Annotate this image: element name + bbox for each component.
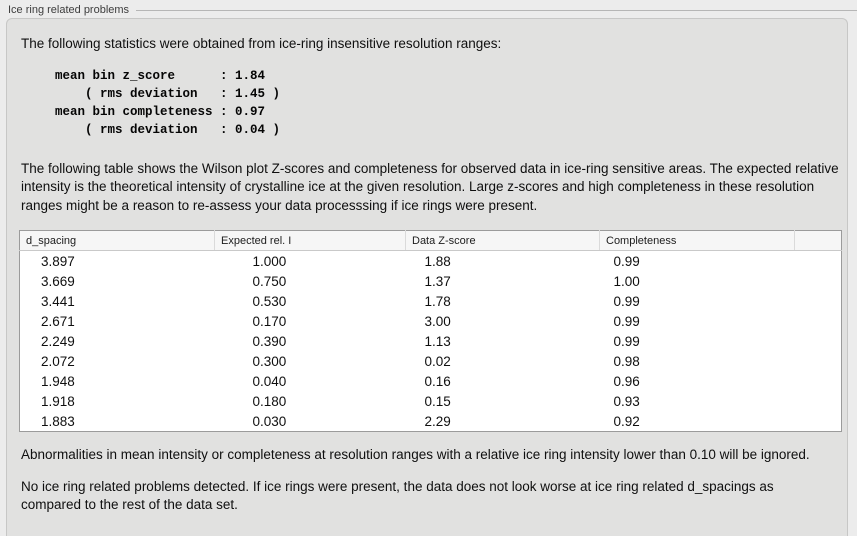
table-row[interactable]: 2.249 0.390 1.13 0.99 (20, 331, 842, 351)
table-cell[interactable]: 0.99 (613, 313, 640, 329)
table-row[interactable]: 2.072 0.300 0.02 0.98 (20, 351, 842, 371)
table-cell[interactable]: 0.300 (252, 353, 287, 369)
column-header-expected-rel-i[interactable]: Expected rel. I (214, 230, 406, 251)
table-cell[interactable]: 3.441 (41, 293, 75, 309)
table-cell[interactable]: 0.98 (613, 353, 640, 369)
table-cell[interactable]: 1.13 (424, 333, 451, 349)
table-cell[interactable]: 0.16 (424, 373, 451, 389)
table-cell[interactable]: 1.000 (252, 253, 287, 269)
table-cell[interactable]: 2.249 (41, 333, 75, 349)
groupbox-title: Ice ring related problems (8, 4, 130, 16)
table-cell-empty[interactable] (795, 311, 842, 331)
ignore-note-paragraph: Abnormalities in mean intensity or compl… (21, 447, 810, 462)
table-cell[interactable]: 1.88 (424, 253, 451, 269)
conclusion-paragraph: No ice ring related problems detected. I… (21, 478, 774, 513)
table-cell[interactable]: 0.170 (252, 313, 287, 329)
table-cell[interactable]: 0.390 (252, 333, 287, 349)
table-cell[interactable]: 0.040 (252, 373, 287, 389)
table-cell[interactable]: 2.29 (424, 413, 451, 429)
table-cell[interactable]: 0.99 (613, 293, 640, 309)
table-cell[interactable]: 3.669 (41, 273, 75, 289)
table-row[interactable]: 1.918 0.180 0.15 0.93 (20, 391, 842, 411)
table-row[interactable]: 1.883 0.030 2.29 0.92 (20, 411, 842, 432)
table-cell[interactable]: 0.030 (252, 413, 287, 429)
table-cell-empty[interactable] (795, 351, 842, 371)
stats-block: mean bin z_score : 1.84 ( rms deviation … (55, 68, 281, 137)
table-cell[interactable]: 0.15 (424, 393, 451, 409)
table-cell-empty[interactable] (795, 271, 842, 291)
table-cell[interactable]: 0.99 (613, 253, 640, 269)
table-cell[interactable]: 3.00 (424, 313, 451, 329)
table-row[interactable]: 3.441 0.530 1.78 0.99 (20, 291, 842, 311)
table-cell[interactable]: 1.918 (41, 393, 75, 409)
table-cell[interactable]: 0.96 (613, 373, 640, 389)
table-row[interactable]: 1.948 0.040 0.16 0.96 (20, 371, 842, 391)
table-cell-empty[interactable] (795, 411, 842, 432)
table-row[interactable]: 3.669 0.750 1.37 1.00 (20, 271, 842, 291)
table-cell[interactable]: 1.37 (424, 273, 451, 289)
table-cell[interactable]: 3.897 (41, 253, 75, 269)
table-cell[interactable]: 2.072 (41, 353, 75, 369)
table-row[interactable]: 3.897 1.000 1.88 0.99 (20, 251, 842, 272)
table-cell[interactable]: 0.93 (613, 393, 640, 409)
column-header-completeness[interactable]: Completeness (599, 230, 795, 251)
table-cell[interactable]: 1.78 (424, 293, 451, 309)
column-header-data-z-score[interactable]: Data Z-score (405, 230, 600, 251)
table-cell-empty[interactable] (795, 371, 842, 391)
column-header-d-spacing[interactable]: d_spacing (19, 230, 215, 251)
ice-ring-table: d_spacing Expected rel. I Data Z-score Comp… (19, 230, 842, 432)
table-row[interactable]: 2.671 0.170 3.00 0.99 (20, 311, 842, 331)
ice-ring-panel: The following statistics were obtained f… (6, 18, 848, 536)
table-cell[interactable]: 0.530 (252, 293, 287, 309)
intro-paragraph: The following statistics were obtained f… (21, 36, 502, 51)
column-header-empty[interactable] (794, 230, 842, 251)
table-description-paragraph: The following table shows the Wilson plo… (21, 160, 839, 213)
table-cell-empty[interactable] (795, 251, 842, 272)
table-cell[interactable]: 0.99 (613, 333, 640, 349)
table-cell[interactable]: 1.00 (613, 273, 640, 289)
ice-table-body: 3.897 1.000 1.88 0.99 3.669 0.750 1.37 1.00 3.44… (20, 251, 842, 432)
table-cell[interactable]: 2.671 (41, 313, 75, 329)
table-cell[interactable]: 1.883 (41, 413, 75, 429)
table-cell[interactable]: 0.750 (252, 273, 287, 289)
table-header-row: d_spacing Expected rel. I Data Z-score Comp… (19, 230, 842, 251)
table-cell[interactable]: 0.92 (613, 413, 640, 429)
table-cell-empty[interactable] (795, 331, 842, 351)
table-cell-empty[interactable] (795, 391, 842, 411)
table-cell-empty[interactable] (795, 291, 842, 311)
table-cell[interactable]: 0.02 (424, 353, 451, 369)
groupbox-header: Ice ring related problems (0, 0, 857, 18)
table-cell[interactable]: 1.948 (41, 373, 75, 389)
table-cell[interactable]: 0.180 (252, 393, 287, 409)
groupbox-title-rule (136, 9, 857, 11)
